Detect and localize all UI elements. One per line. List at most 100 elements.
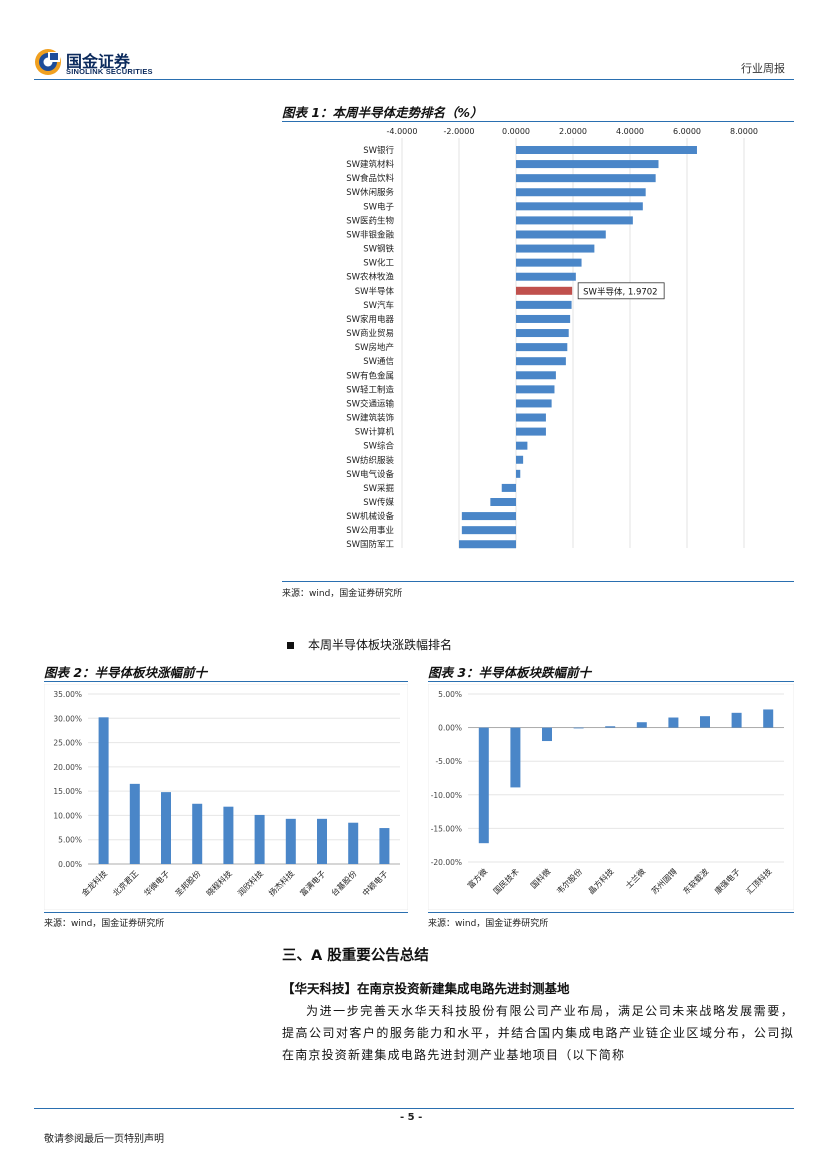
- chart1-data-callout-box: [577, 282, 665, 300]
- chart1-bar: [461, 512, 516, 521]
- bullet-text: 本周半导体板块涨跌幅排名: [308, 638, 453, 652]
- chart2-bar: [285, 818, 296, 864]
- logo-mark-icon: [35, 49, 61, 75]
- footer-rule: [34, 1108, 794, 1109]
- section-heading: 三、A 股重要公告总结: [282, 948, 429, 964]
- chart1-bar: [516, 286, 573, 295]
- header-rule: [34, 79, 794, 80]
- logo: 国金证券 SINOLINK SECURITIES: [34, 44, 154, 80]
- chart3-bar: [478, 727, 489, 844]
- chart1-category-label: SW建筑材料: [346, 159, 394, 170]
- chart1-category-label: SW电气设备: [346, 469, 394, 480]
- chart1-category-label: SW通信: [363, 356, 394, 367]
- chart2-y-tick-label: 5.00%: [58, 836, 82, 845]
- chart2-y-tick-label: 30.00%: [53, 714, 82, 723]
- chart1-category-label: SW传媒: [363, 497, 394, 508]
- figure3-title: 图表 3：半导体板块跌幅前十: [428, 665, 592, 680]
- chart2-bar: [254, 814, 265, 864]
- figure1-top-rule: [282, 121, 794, 122]
- figure1-title: 图表 1：本周半导体走势排名（%）: [282, 105, 483, 120]
- chart1-bar: [516, 258, 582, 267]
- chart1-category-label: SW化工: [363, 258, 394, 269]
- chart1-category-label: SW银行: [363, 145, 394, 156]
- chart1-bar: [516, 174, 656, 183]
- chart2-bar: [379, 828, 390, 864]
- chart1-bar: [516, 357, 566, 366]
- chart1-category-label: SW纺织服装: [346, 455, 394, 466]
- chart1-bar: [516, 314, 571, 323]
- chart1-category-label: SW医药生物: [346, 215, 394, 226]
- chart2-y-tick-label: 10.00%: [53, 811, 82, 820]
- chart1-bar: [490, 498, 516, 506]
- chart1-data-callout-label: SW半导体, 1.9702: [583, 286, 657, 297]
- chart1-category-label: SW机械设备: [346, 511, 394, 522]
- chart3-bar: [542, 727, 552, 742]
- figure2-chart: 0.00% 5.00% 10.00% 15.00% 20.00% 25.00% 30.00%…: [44, 684, 408, 910]
- chart1-bar: [516, 455, 524, 464]
- chart1-x-tick-label: 8.0000: [730, 127, 758, 136]
- chart1-bar: [516, 441, 528, 450]
- chart1-category-label: SW有色金属: [346, 370, 394, 381]
- chart1-bar: [516, 469, 521, 478]
- chart2-bar: [192, 803, 203, 864]
- chart1-bar: [516, 427, 546, 436]
- chart1-bar: [516, 329, 569, 338]
- figure3-bottom-rule: [428, 912, 794, 913]
- chart1-bar: [501, 483, 516, 492]
- figure1-source: 来源：wind，国金证券研究所: [282, 589, 403, 599]
- chart2-y-tick-label: 0.00%: [58, 860, 82, 869]
- chart1-x-tick-label: -2.0000: [444, 127, 475, 136]
- chart1-category-label: SW建筑装饰: [346, 413, 394, 424]
- chart1-bar: [516, 202, 643, 211]
- logo-text-cn: 国金证券: [66, 52, 131, 71]
- chart1-bar: [516, 399, 552, 408]
- chart3-bar: [605, 726, 616, 728]
- logo-text-en: SINOLINK SECURITIES: [66, 67, 153, 76]
- chart1-bar: [516, 343, 568, 352]
- section-subheading: 【华天科技】在南京投资新建集成电路先进封测基地: [282, 981, 570, 996]
- chart1-category-label: SW农林牧渔: [346, 272, 394, 283]
- chart2-y-tick-label: 35.00%: [53, 690, 82, 699]
- chart2-bar: [223, 806, 234, 864]
- chart3-y-tick-label: -20.00%: [431, 858, 462, 867]
- chart1-bar: [461, 526, 516, 535]
- chart1-bar: [516, 216, 633, 225]
- chart1-category-label: SW计算机: [355, 427, 395, 438]
- figure2-source: 来源：wind，国金证券研究所: [44, 919, 165, 929]
- chart3-bar: [636, 722, 647, 728]
- chart1-x-tick-label: 2.0000: [559, 127, 587, 136]
- chart1-x-tick-label: 0.0000: [502, 127, 530, 136]
- bullet-square-icon: [287, 642, 294, 649]
- chart3-y-tick-label: 5.00%: [438, 690, 462, 699]
- chart1-bar: [516, 146, 697, 154]
- chart1-bar: [516, 230, 606, 239]
- page-number: - 5 -: [400, 1112, 423, 1123]
- report-type: 行业周报: [741, 62, 785, 75]
- chart2-y-tick-label: 15.00%: [53, 787, 82, 796]
- figure1-chart: -4.0000 -2.0000 0.0000 2.0000 4.0000 6.0000 8.…: [288, 122, 776, 566]
- figure2-title: 图表 2：半导体板块涨幅前十: [44, 665, 208, 680]
- chart1-category-label: SW公用事业: [346, 525, 394, 536]
- chart1-category-label: SW轻工制造: [346, 384, 394, 395]
- chart2-y-tick-label: 20.00%: [53, 763, 82, 772]
- chart1-bar: [516, 188, 646, 197]
- chart1-category-label: SW汽车: [363, 300, 394, 311]
- chart1-bar: [516, 300, 572, 309]
- chart2-bar: [129, 783, 140, 864]
- footer-disclaimer: 敬请参阅最后一页特别声明: [44, 1134, 164, 1145]
- chart3-bar: [763, 709, 774, 728]
- chart3-bar: [731, 712, 742, 728]
- chart3-y-tick-label: -10.00%: [431, 791, 462, 800]
- figure1-bottom-rule: [282, 581, 794, 582]
- chart1-x-tick-label: -4.0000: [387, 127, 418, 136]
- section-paragraph: 为进一步完善天水华天科技股份有限公司产业布局，满足公司未来战略发展需要，提高公司…: [282, 1004, 794, 1062]
- chart1-bar: [516, 413, 546, 422]
- chart1-category-label: SW休闲服务: [346, 187, 394, 198]
- chart1-bar: [459, 540, 516, 549]
- chart3-y-tick-label: 0.00%: [438, 724, 462, 733]
- chart1-category-label: SW钢铁: [363, 244, 394, 255]
- chart1-bar: [516, 244, 595, 253]
- chart1-category-label: SW商业贸易: [346, 328, 394, 339]
- figure3-top-rule: [428, 681, 794, 682]
- chart1-category-label: SW半导体: [355, 286, 395, 297]
